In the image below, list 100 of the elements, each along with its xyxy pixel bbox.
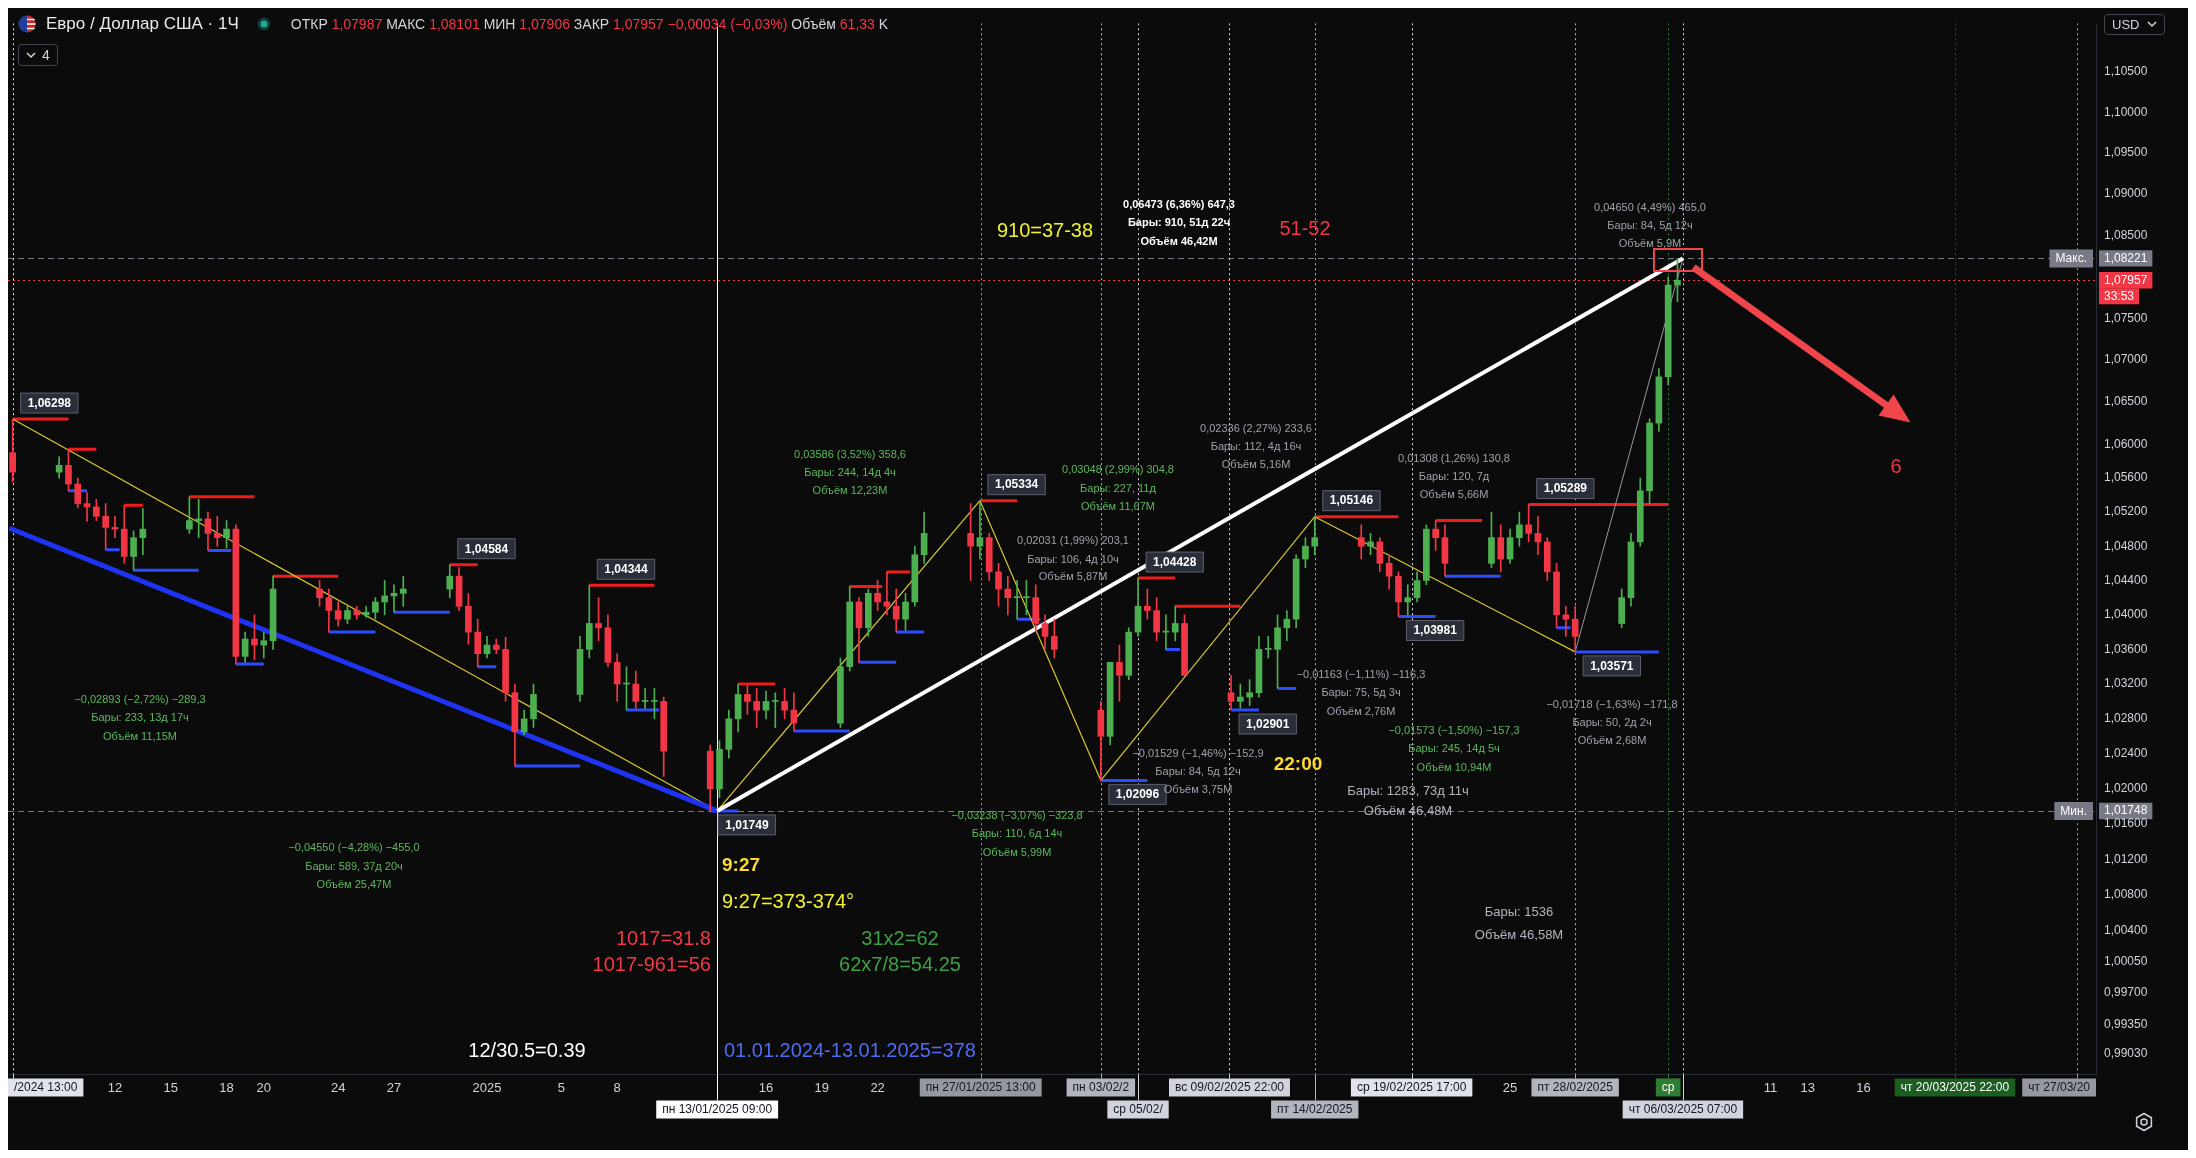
annotation: Объём 10,94M: [1416, 761, 1492, 774]
annotation: 1,05334: [994, 477, 1039, 492]
y-tick-label: 1,00050: [2104, 954, 2148, 969]
annotation: Бары: 1283, 73д 11ч: [1347, 782, 1469, 798]
annotation: 9:27: [722, 854, 761, 876]
annotation: Бары: 112, 4д 16ч: [1210, 440, 1302, 453]
annotation: Объём 5,66M: [1419, 488, 1489, 501]
annotation: 4: [42, 47, 50, 63]
annotation: 1,04428: [1153, 554, 1197, 569]
annotation: Бары: 227, 11д: [1080, 482, 1157, 495]
annotation: 0,03586 (3,52%) 358,6: [794, 448, 906, 461]
annotation: Объём 5,99M: [982, 846, 1052, 859]
annotation: −0,01529 (−1,46%) −152,9: [1132, 747, 1264, 760]
annotation: 01.01.2024-13.01.2025=378: [724, 1038, 976, 1061]
text: 33:53: [2104, 289, 2135, 304]
annotation: Объём 5,9M: [1618, 237, 1682, 250]
annotation: 1,05289: [1543, 481, 1588, 496]
x-tick-label: 2025: [472, 1079, 502, 1095]
y-tick-label: 1,05600: [2104, 470, 2148, 485]
y-tick-label: 1,08221: [2104, 250, 2148, 265]
y-tick-label: 1,01748: [2104, 803, 2148, 818]
annotation: Бары: 1536: [1484, 903, 1554, 919]
ref-line-label: пн 13/01/2025 09:00: [662, 1102, 773, 1117]
x-tick-label: 13: [1800, 1079, 1815, 1095]
y-tick-label: 1,07957: [2104, 272, 2148, 287]
candlestick: [1264, 636, 1272, 659]
annotation: 9:27=373-374°: [722, 889, 855, 912]
y-tick-label: 1,10000: [2104, 104, 2148, 119]
x-tick-label: 18: [219, 1079, 234, 1095]
annotation: Бары: 110, 6д 14ч: [971, 827, 1063, 840]
annotation: Объём 2,76M: [1326, 705, 1396, 718]
annotation: Бары: 233, 13д 17ч: [91, 711, 189, 724]
ref-line-label: Макс.: [2055, 251, 2087, 266]
annotation: 6: [1890, 454, 1902, 477]
ref-line-label: пн 27/01/2025 13:00: [925, 1080, 1036, 1095]
y-tick-label: 1,00800: [2104, 887, 2148, 902]
annotation: 22:00: [1273, 753, 1323, 775]
ref-line-label: чт 20/03/2025 22:00: [1900, 1080, 2010, 1095]
x-tick-label: 16: [1856, 1079, 1871, 1095]
ref-line-label: Мин.: [2060, 803, 2088, 818]
annotation: Бары: 244, 14д 4ч: [804, 466, 896, 479]
annotation: −0,01163 (−1,11%) −116,3: [1296, 668, 1426, 681]
annotation: Объём 12,23M: [812, 484, 888, 497]
annotation: 1017-961=56: [592, 952, 711, 975]
ref-line-label: ср 19/02/2025 17:00: [1356, 1080, 1467, 1095]
x-tick-label: 16: [758, 1079, 774, 1095]
y-tick-label: 0,99350: [2104, 1016, 2148, 1031]
y-tick-label: 1,04400: [2104, 572, 2148, 587]
y-tick-label: 1,03200: [2104, 676, 2148, 691]
y-tick-label: 1,09000: [2104, 186, 2148, 201]
annotation: 1,02096: [1115, 787, 1160, 802]
annotation: Бары: 84, 5д 12ч: [1155, 765, 1241, 778]
x-tick-label: 8: [613, 1079, 621, 1095]
annotation: −0,01718 (−1,63%) −171,8: [1546, 698, 1678, 711]
y-tick-label: 1,02000: [2104, 781, 2148, 796]
y-tick-label: 1,02400: [2104, 746, 2148, 761]
annotation: Объём 5,87M: [1038, 570, 1108, 583]
ref-line-label: чт 27/03/20: [2028, 1080, 2091, 1095]
x-tick-label: 19: [814, 1079, 830, 1095]
x-tick-label: 12: [107, 1079, 123, 1095]
annotation: 910=37-38: [996, 218, 1094, 241]
annotation: 1,06298: [27, 395, 72, 410]
y-tick-label: 1,09500: [2104, 145, 2148, 160]
ref-line-label: ср: [1661, 1080, 1675, 1095]
annotation: 12/30.5=0.39: [468, 1038, 586, 1061]
y-axis-title: USD: [2112, 17, 2140, 32]
ref-line-label: пн 03/02/2: [1072, 1080, 1130, 1095]
annotation: Объём 25,47M: [316, 878, 392, 891]
annotation: Бары: 50, 2д 2ч: [1572, 716, 1652, 729]
y-tick-label: 1,07500: [2104, 310, 2148, 325]
annotation: Бары: 910, 51д 22ч: [1127, 216, 1231, 229]
annotation: 0,03048 (2,99%) 304,8: [1062, 463, 1174, 476]
annotation: −0,04550 (−4,28%) −455,0: [288, 841, 420, 854]
y-tick-label: 0,99700: [2104, 985, 2148, 1000]
x-tick-label: 20: [256, 1079, 271, 1095]
ref-line-label: ср 05/02/: [1113, 1102, 1164, 1117]
x-tick-label: 24: [330, 1079, 346, 1095]
ref-line-label: /2024 13:00: [13, 1080, 78, 1095]
annotation: 62x7/8=54.25: [839, 952, 961, 975]
ref-line-label: вс 09/02/2025 22:00: [1174, 1080, 1285, 1095]
y-tick-label: 1,04000: [2104, 607, 2148, 622]
annotation: 1,02901: [1246, 716, 1290, 731]
annotation: Объём 11,67M: [1081, 500, 1155, 513]
y-tick-label: 1,03600: [2104, 641, 2148, 656]
y-tick-label: 1,07000: [2104, 352, 2148, 367]
y-tick-label: 1,02800: [2104, 711, 2148, 726]
y-tick-label: 0,99030: [2104, 1045, 2148, 1060]
y-tick-label: 1,10500: [2104, 64, 2148, 79]
annotation: 1,05146: [1329, 493, 1374, 508]
annotation: −0,01573 (−1,50%) −157,3: [1388, 724, 1520, 737]
annotation: 51-52: [1279, 216, 1331, 239]
chart-title: Евро / Доллар США · 1Ч: [46, 14, 239, 34]
y-tick-label: 1,00400: [2104, 922, 2148, 937]
y-tick-label: 1,06000: [2104, 436, 2148, 451]
annotation: 31x2=62: [861, 926, 939, 949]
annotation: Объём 46,42M: [1140, 235, 1218, 248]
annotation: Объём 46,58M: [1474, 926, 1564, 942]
y-tick-label: 1,01600: [2104, 816, 2148, 831]
annotation: 1,03571: [1590, 658, 1634, 673]
annotation: Объём 5,16M: [1221, 458, 1291, 471]
